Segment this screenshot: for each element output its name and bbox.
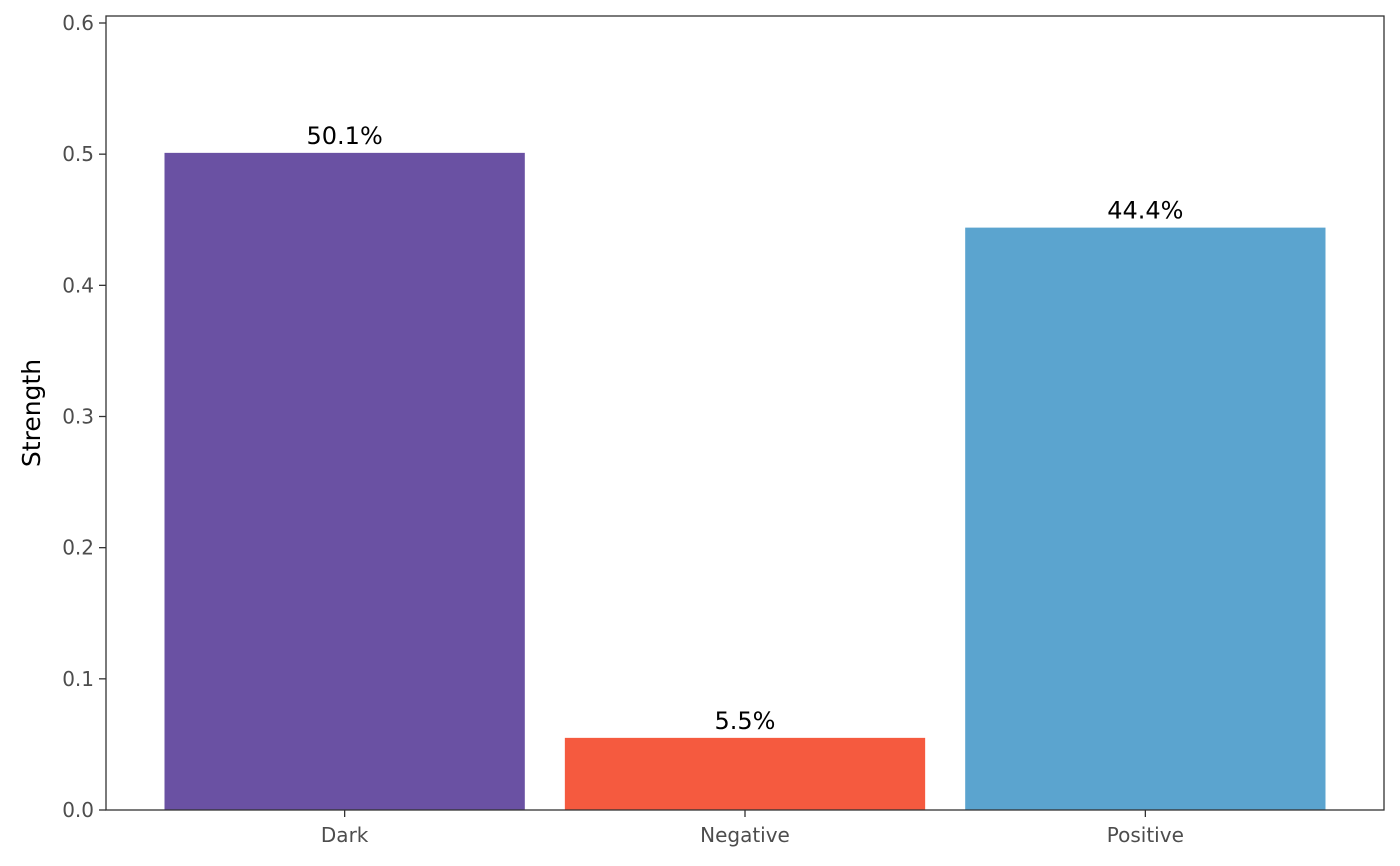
bar-positive	[965, 227, 1326, 810]
y-tick-label-2: 0.2	[62, 536, 94, 560]
y-axis-title: Strength	[17, 359, 46, 467]
y-tick-label-6: 0.6	[62, 11, 94, 35]
y-axis: 0.0 0.1 0.2 0.3 0.4 0.5 0.6	[62, 11, 106, 822]
bar-negative	[564, 737, 926, 810]
x-tick-label-dark: Dark	[321, 823, 369, 847]
bar-dark	[164, 152, 525, 811]
data-label-positive: 44.4%	[1107, 197, 1183, 225]
y-tick-label-4: 0.4	[62, 273, 94, 297]
data-label-dark: 50.1%	[307, 122, 383, 150]
x-tick-label-positive: Positive	[1107, 823, 1184, 847]
x-axis: Dark Negative Positive	[321, 810, 1184, 847]
y-tick-label-1: 0.1	[62, 667, 94, 691]
x-tick-label-negative: Negative	[700, 823, 790, 847]
data-label-negative: 5.5%	[715, 707, 776, 735]
y-tick-label-0: 0.0	[62, 798, 94, 822]
bar-labels-group: 50.1% 5.5% 44.4%	[307, 122, 1184, 735]
y-tick-label-3: 0.3	[62, 405, 94, 429]
bars-group	[164, 152, 1326, 811]
y-tick-label-5: 0.5	[62, 142, 94, 166]
